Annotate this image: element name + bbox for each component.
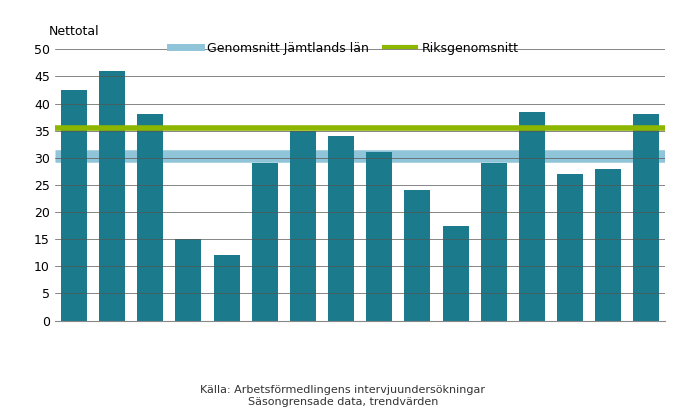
Bar	[252, 163, 278, 321]
Bar	[405, 190, 430, 321]
Bar	[633, 114, 659, 321]
Legend: Genomsnitt Jämtlands län, Riksgenomsnitt: Genomsnitt Jämtlands län, Riksgenomsnitt	[165, 37, 524, 60]
Bar	[290, 131, 316, 321]
Bar	[176, 239, 202, 321]
Bar	[213, 256, 239, 321]
Text: Nettotal: Nettotal	[49, 25, 99, 39]
Bar	[519, 112, 545, 321]
Text: Källa: Arbetsförmedlingens intervjuundersökningar
Säsongrensade data, trendvärde: Källa: Arbetsförmedlingens intervjuunder…	[200, 385, 486, 407]
Bar	[137, 114, 163, 321]
Bar	[481, 163, 507, 321]
Bar	[442, 226, 469, 321]
Bar	[366, 152, 392, 321]
Bar	[328, 136, 354, 321]
Bar	[61, 90, 87, 321]
Bar	[99, 71, 125, 321]
Bar	[595, 169, 621, 321]
Bar	[557, 174, 583, 321]
